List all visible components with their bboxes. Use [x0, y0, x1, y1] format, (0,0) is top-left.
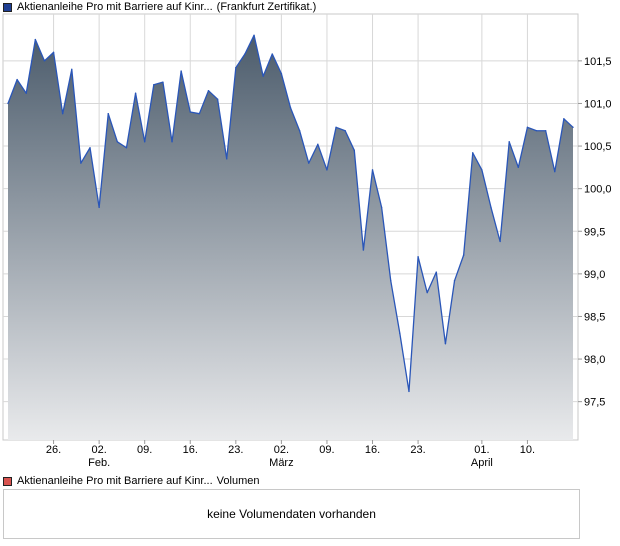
x-tick-month-label: März — [269, 457, 293, 469]
x-tick-month-label: Feb. — [88, 457, 110, 469]
no-volume-message: keine Volumendaten vorhanden — [207, 507, 376, 521]
price-data-point — [180, 70, 182, 72]
price-data-point — [226, 158, 228, 160]
price-data-point — [554, 170, 556, 173]
volume-panel: keine Volumendaten vorhanden — [3, 489, 580, 539]
y-tick-label: 101,5 — [584, 56, 612, 68]
volume-legend-suffix: Volumen — [216, 474, 260, 487]
price-data-point — [80, 162, 82, 164]
price-data-point — [98, 206, 100, 209]
price-legend: Aktienanleihe Pro mit Barriere auf Kinr.… — [3, 0, 316, 14]
price-data-point — [89, 147, 91, 149]
x-tick-label: 02. — [274, 444, 289, 456]
price-legend-label: Aktienanleihe Pro mit Barriere auf Kinr.… — [17, 0, 213, 13]
y-tick-label: 100,0 — [584, 184, 612, 196]
price-data-point — [508, 141, 510, 143]
y-tick-label: 100,5 — [584, 141, 612, 153]
price-data-point — [116, 141, 119, 143]
x-tick-label: 26. — [46, 444, 61, 456]
price-legend-swatch — [3, 2, 12, 12]
price-data-point — [544, 130, 547, 132]
y-tick-label: 98,5 — [584, 311, 605, 323]
price-data-point — [481, 169, 483, 171]
price-data-point — [153, 84, 155, 86]
x-tick-month-label: April — [471, 457, 493, 469]
price-data-point — [198, 112, 201, 115]
price-data-point — [444, 343, 447, 345]
price-data-point — [253, 34, 255, 36]
price-data-point — [572, 126, 574, 129]
price-data-point — [52, 51, 55, 54]
price-data-point — [380, 206, 383, 209]
price-data-point — [499, 240, 501, 243]
price-data-point — [472, 152, 474, 154]
price-chart: 97,5 98,0 98,5 99,0 99,5 100,0 100,5 101,0 101,5… — [2, 13, 612, 469]
price-data-point — [462, 254, 465, 256]
y-tick-label: 101,0 — [584, 98, 612, 110]
y-tick-label: 99,0 — [584, 269, 605, 281]
price-data-point — [308, 162, 310, 164]
x-tick-label: 10. — [520, 444, 535, 456]
price-area-fill — [8, 35, 573, 440]
price-data-point — [298, 130, 301, 132]
price-data-point — [107, 112, 109, 115]
x-tick-label: 09. — [319, 444, 334, 456]
price-data-point — [189, 111, 191, 113]
price-data-point — [408, 390, 410, 393]
price-data-point — [171, 141, 173, 143]
price-data-point — [399, 332, 401, 335]
price-data-point — [244, 53, 246, 55]
price-data-point — [353, 149, 355, 152]
price-data-point — [262, 75, 264, 77]
price-data-point — [134, 92, 137, 94]
price-data-point — [143, 141, 146, 143]
price-data-point — [235, 66, 237, 69]
volume-legend-label: Aktienanleihe Pro mit Barriere auf Kinr.… — [17, 474, 213, 487]
price-data-point — [34, 38, 37, 41]
x-tick-label: 02. — [91, 444, 106, 456]
x-tick-label: 23. — [410, 444, 425, 456]
y-tick-label: 97,5 — [584, 397, 605, 409]
x-tick-label: 16. — [183, 444, 198, 456]
price-data-point — [289, 107, 292, 109]
price-data-point — [216, 98, 219, 100]
price-data-point — [16, 78, 18, 81]
price-data-point — [390, 279, 392, 282]
price-legend-suffix: (Frankfurt Zertifikat.) — [216, 0, 317, 13]
price-data-point — [317, 143, 319, 146]
x-tick-label: 16. — [365, 444, 380, 456]
price-data-point — [426, 291, 428, 294]
y-tick-label: 99,5 — [584, 226, 605, 238]
price-data-point — [535, 130, 538, 132]
x-tick-label: 09. — [137, 444, 152, 456]
price-data-point — [125, 147, 128, 149]
price-data-point — [526, 126, 529, 129]
x-tick-label: 01. — [474, 444, 489, 456]
price-data-point — [371, 169, 374, 171]
price-data-point — [344, 130, 346, 132]
price-data-point — [280, 72, 283, 75]
price-data-point — [453, 279, 456, 282]
price-data-point — [417, 256, 419, 258]
price-data-point — [435, 271, 438, 273]
price-data-point — [335, 126, 337, 129]
price-data-point — [7, 102, 9, 105]
price-data-point — [207, 89, 210, 92]
price-data-point — [517, 166, 520, 169]
price-data-point — [563, 118, 565, 120]
price-data-point — [271, 53, 273, 55]
price-data-point — [326, 169, 328, 171]
price-data-point — [71, 68, 73, 71]
price-data-point — [43, 60, 46, 62]
price-data-point — [490, 206, 492, 209]
price-data-point — [61, 112, 64, 115]
price-data-point — [162, 81, 164, 83]
volume-legend-swatch — [3, 476, 12, 486]
price-data-point — [362, 249, 365, 251]
y-tick-label: 98,0 — [584, 354, 605, 366]
x-tick-label: 23. — [228, 444, 243, 456]
price-data-point — [25, 92, 27, 94]
volume-legend: Aktienanleihe Pro mit Barriere auf Kinr.… — [3, 474, 259, 488]
